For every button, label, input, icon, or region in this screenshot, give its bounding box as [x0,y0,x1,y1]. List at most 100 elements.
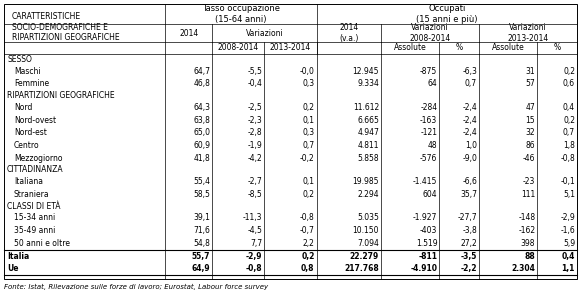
Text: 64: 64 [428,79,437,89]
Text: -4,5: -4,5 [248,226,263,235]
Text: 5,9: 5,9 [563,239,575,248]
Text: -5,5: -5,5 [248,67,263,76]
Text: 1.519: 1.519 [416,239,437,248]
Text: -27,7: -27,7 [457,213,477,222]
Text: -3,5: -3,5 [461,252,477,261]
Text: 7.094: 7.094 [357,239,379,248]
Text: 2008-2014: 2008-2014 [218,43,259,53]
Text: 31: 31 [526,67,535,76]
Text: -6,6: -6,6 [462,177,477,186]
Text: SESSO: SESSO [7,55,32,64]
Text: 5.035: 5.035 [357,213,379,222]
Text: -2,9: -2,9 [560,213,575,222]
Text: 0,6: 0,6 [563,79,575,89]
Text: 5.858: 5.858 [357,154,379,163]
Text: Fonte: Istat, Rilevazione sulle forze di lavoro; Eurostat, Labour force survey: Fonte: Istat, Rilevazione sulle forze di… [4,284,268,290]
Text: Straniera: Straniera [14,190,49,199]
Text: -23: -23 [523,177,535,186]
Text: -576: -576 [420,154,437,163]
Text: 64,3: 64,3 [193,103,210,112]
Text: 0,1: 0,1 [303,177,314,186]
Text: Assolute: Assolute [394,43,426,53]
Text: -403: -403 [420,226,437,235]
Text: -1,9: -1,9 [248,141,263,150]
Text: 2.304: 2.304 [511,264,535,273]
Text: 55,4: 55,4 [193,177,210,186]
Text: 1,1: 1,1 [562,264,575,273]
Text: 1,8: 1,8 [563,141,575,150]
Text: 47: 47 [526,103,535,112]
Text: 11.612: 11.612 [353,103,379,112]
Text: Ue: Ue [7,264,19,273]
Text: -875: -875 [420,67,437,76]
Text: 7,7: 7,7 [250,239,263,248]
Text: 12.945: 12.945 [353,67,379,76]
Text: -3,8: -3,8 [462,226,477,235]
Text: Assolute: Assolute [492,43,525,53]
Text: Nord: Nord [14,103,33,112]
Text: 15: 15 [526,116,535,125]
Text: 71,6: 71,6 [193,226,210,235]
Text: Nord-est: Nord-est [14,128,47,137]
Text: -0,0: -0,0 [300,67,314,76]
Text: -6,3: -6,3 [462,67,477,76]
Text: 0,4: 0,4 [562,252,575,261]
Text: 604: 604 [423,190,437,199]
Text: 39,1: 39,1 [193,213,210,222]
Text: Variazioni
2008-2014: Variazioni 2008-2014 [410,23,451,43]
Text: -162: -162 [518,226,535,235]
Text: Mezzogiorno: Mezzogiorno [14,154,63,163]
Text: Italia: Italia [7,252,29,261]
Text: 2,2: 2,2 [303,239,314,248]
Text: 35,7: 35,7 [460,190,477,199]
Text: Maschi: Maschi [14,67,41,76]
Text: -46: -46 [523,154,535,163]
Text: -11,3: -11,3 [243,213,263,222]
Text: Italiana: Italiana [14,177,43,186]
Text: Tasso occupazione
(15-64 anni): Tasso occupazione (15-64 anni) [202,4,280,24]
Text: CITTADINANZA: CITTADINANZA [7,165,64,175]
Text: -2,4: -2,4 [462,103,477,112]
Text: -2,8: -2,8 [248,128,263,137]
Text: 2014
(v.a.): 2014 (v.a.) [339,23,358,43]
Text: 0,7: 0,7 [303,141,314,150]
Text: -1.415: -1.415 [413,177,437,186]
Text: 22.279: 22.279 [350,252,379,261]
Text: 48: 48 [428,141,437,150]
Text: 9.334: 9.334 [357,79,379,89]
Text: 217.768: 217.768 [345,264,379,273]
Text: -4.910: -4.910 [410,264,437,273]
Text: 5,1: 5,1 [563,190,575,199]
Text: -121: -121 [420,128,437,137]
Text: -8,5: -8,5 [248,190,263,199]
Text: 64,9: 64,9 [192,264,210,273]
Text: 4.947: 4.947 [357,128,379,137]
Text: -0,2: -0,2 [300,154,314,163]
Text: -0,8: -0,8 [300,213,314,222]
Text: %: % [554,43,561,53]
Text: 58,5: 58,5 [193,190,210,199]
Text: 41,8: 41,8 [193,154,210,163]
Text: -9,0: -9,0 [462,154,477,163]
Text: 15-34 anni: 15-34 anni [14,213,55,222]
Text: -284: -284 [420,103,437,112]
Text: Centro: Centro [14,141,40,150]
Text: 65,0: 65,0 [193,128,210,137]
Text: -1.927: -1.927 [413,213,437,222]
Text: -2,9: -2,9 [246,252,263,261]
Text: 55,7: 55,7 [192,252,210,261]
Text: -2,3: -2,3 [248,116,263,125]
Text: 0,7: 0,7 [563,128,575,137]
Text: Variazioni
2013-2014: Variazioni 2013-2014 [507,23,548,43]
Text: -4,2: -4,2 [248,154,263,163]
Text: 57: 57 [526,79,535,89]
Text: 0,4: 0,4 [563,103,575,112]
Text: -2,7: -2,7 [248,177,263,186]
Text: 54,8: 54,8 [193,239,210,248]
Text: 2013-2014: 2013-2014 [270,43,311,53]
Text: CLASSI DI ETÀ: CLASSI DI ETÀ [7,202,60,211]
Text: 4.811: 4.811 [357,141,379,150]
Text: -2,4: -2,4 [462,128,477,137]
Text: -2,2: -2,2 [461,264,477,273]
Text: Occupati
(15 anni e più): Occupati (15 anni e più) [416,4,478,24]
